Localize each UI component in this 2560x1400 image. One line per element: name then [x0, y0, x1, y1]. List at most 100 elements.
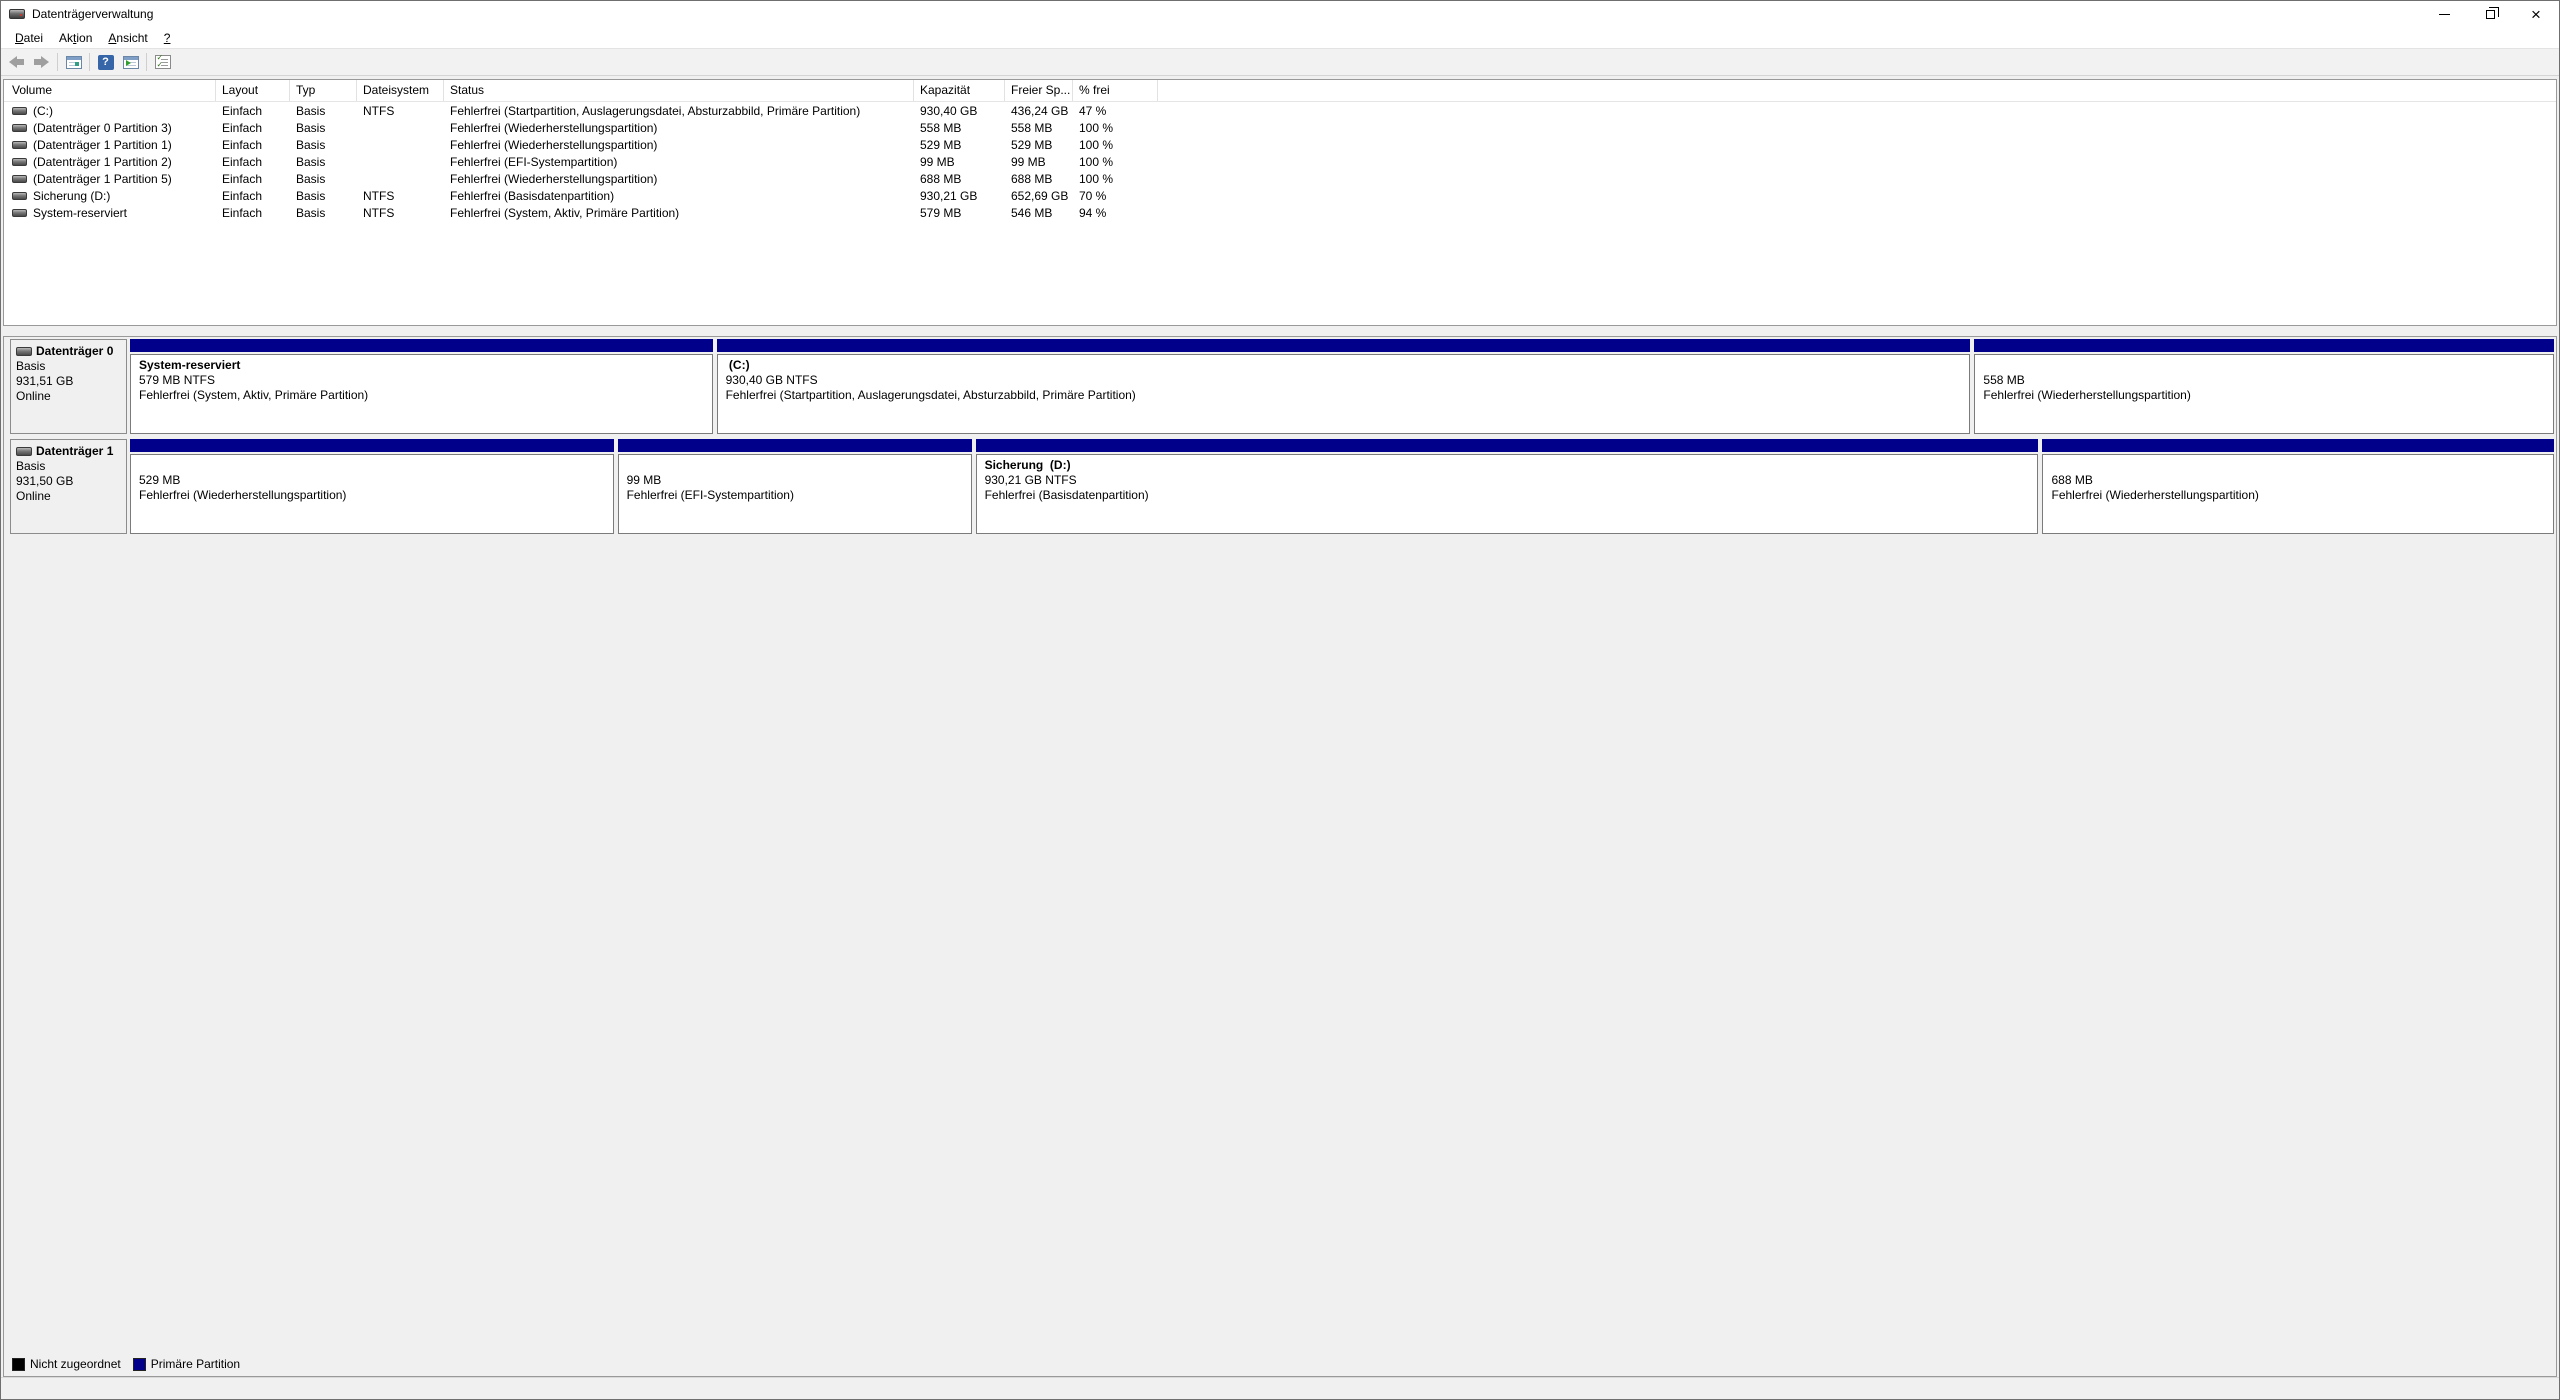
close-button[interactable]: × — [2513, 1, 2559, 27]
column-header-layout[interactable]: Layout — [216, 80, 290, 101]
partition-size: 930,40 GB NTFS — [725, 373, 818, 387]
console-tree-button[interactable] — [61, 51, 86, 74]
cell-typ: Basis — [296, 188, 326, 203]
volume-row[interactable]: System-reserviert Einfach Basis NTFS Fehlerf… — [4, 204, 2556, 221]
partition-body: System-reserviert 579 MB NTFS Fehlerfrei (… — [130, 354, 713, 434]
restore-button[interactable] — [2467, 1, 2513, 27]
partition-title — [627, 458, 967, 473]
minimize-button[interactable] — [2421, 1, 2467, 27]
volume-row[interactable]: (Datenträger 1 Partition 1) Einfach Basis F… — [4, 136, 2556, 153]
action-pane-button[interactable] — [118, 51, 143, 74]
menu-item-help[interactable]: ? — [163, 30, 171, 45]
partition-type-bar — [130, 339, 713, 352]
help-button[interactable]: ? — [93, 51, 118, 74]
console-window-icon — [65, 55, 82, 69]
cell-volume: (Datenträger 1 Partition 2) — [4, 155, 216, 169]
partition[interactable]: System-reserviert 579 MB NTFS Fehlerfrei (… — [130, 339, 713, 434]
menu-item-aktion[interactable]: Aktion — [59, 30, 93, 45]
cell-kapazitaet: 930,21 GB — [920, 188, 978, 203]
cell-frei: 99 MB — [1011, 154, 1046, 169]
view-options-button[interactable] — [150, 51, 175, 74]
toolbar: ? — [1, 48, 2559, 76]
legend-label: Nicht zugeordnet — [30, 1357, 121, 1371]
partition-area: 529 MB Fehlerfrei (Wiederherstellungspart… — [130, 439, 2554, 534]
legend-item-unallocated: Nicht zugeordnet — [12, 1357, 121, 1371]
disk-status: Online — [16, 389, 51, 403]
partition-title — [2051, 458, 2549, 473]
disk-name: Datenträger 1 — [16, 444, 121, 459]
cell-pct: 100 % — [1079, 171, 1114, 186]
partition-title: Sicherung (D:) — [984, 458, 1071, 472]
minimize-icon — [2438, 13, 2450, 15]
column-header-typ[interactable]: Typ — [290, 80, 357, 101]
legend-bar: Nicht zugeordnet Primäre Partition — [4, 1352, 2556, 1376]
cell-kapazitaet: 99 MB — [920, 154, 955, 169]
back-icon — [9, 56, 24, 68]
partition[interactable]: 688 MB Fehlerfrei (Wiederherstellungspart… — [2042, 439, 2554, 534]
column-header-status[interactable]: Status — [444, 80, 914, 101]
cell-fs: NTFS — [363, 103, 395, 118]
cell-status: Fehlerfrei (Basisdatenpartition) — [450, 188, 615, 203]
partition-size: 558 MB — [1983, 373, 2025, 387]
cell-layout: Einfach — [222, 103, 263, 118]
volume-row[interactable]: (Datenträger 0 Partition 3) Einfach Basis F… — [4, 119, 2556, 136]
volume-row[interactable]: (Datenträger 1 Partition 5) Einfach Basis F… — [4, 170, 2556, 187]
disk-status: Online — [16, 489, 51, 503]
cell-layout: Einfach — [222, 154, 263, 169]
cell-pct: 100 % — [1079, 154, 1114, 169]
cell-pct: 100 % — [1079, 120, 1114, 135]
toolbar-separator — [89, 53, 90, 71]
partition-type-bar — [1974, 339, 2554, 352]
disk-icon — [16, 347, 32, 356]
forward-button[interactable] — [29, 51, 54, 74]
column-header-pct[interactable]: % frei — [1073, 80, 1158, 101]
disk-area: Datenträger 0 Basis 931,51 GB Online System-… — [4, 339, 2556, 534]
disk-label[interactable]: Datenträger 1 Basis 931,50 GB Online — [10, 439, 127, 534]
cell-frei: 529 MB — [1011, 137, 1053, 152]
legend-item-primary-partition: Primäre Partition — [132, 1357, 240, 1371]
volume-row[interactable]: Sicherung (D:) Einfach Basis NTFS Fehlerfrei… — [4, 187, 2556, 204]
volume-icon — [12, 191, 27, 200]
partition[interactable]: 99 MB Fehlerfrei (EFI-Systempartition) — [617, 439, 972, 534]
cell-kapazitaet: 529 MB — [920, 137, 962, 152]
cell-frei: 558 MB — [1011, 120, 1053, 135]
graphical-view-panel: Datenträger 0 Basis 931,51 GB Online System-… — [3, 336, 2557, 1377]
list-body: (C:) Einfach Basis NTFS Fehlerfrei (Startpar… — [4, 102, 2556, 221]
help-icon: ? — [97, 54, 114, 70]
partition[interactable]: (C:) 930,40 GB NTFS Fehlerfrei (Startparti… — [716, 339, 1971, 434]
volume-row[interactable]: (Datenträger 1 Partition 2) Einfach Basis F… — [4, 153, 2556, 170]
window-title: Datenträgerverwaltung — [32, 7, 154, 21]
column-header-kapazitaet[interactable]: Kapazität — [914, 80, 1005, 101]
cell-layout: Einfach — [222, 120, 263, 135]
cell-frei: 652,69 GB — [1011, 188, 1069, 203]
partition[interactable]: 529 MB Fehlerfrei (Wiederherstellungspart… — [130, 439, 614, 534]
cell-typ: Basis — [296, 120, 326, 135]
partition[interactable]: Sicherung (D:) 930,21 GB NTFS Fehlerfrei (… — [975, 439, 2039, 534]
action-pane-icon — [122, 55, 139, 69]
back-button[interactable] — [4, 51, 29, 74]
partition-size: 529 MB — [139, 473, 181, 487]
cell-typ: Basis — [296, 205, 326, 220]
cell-status: Fehlerfrei (Wiederherstellungspartition) — [450, 120, 658, 135]
cell-status: Fehlerfrei (EFI-Systempartition) — [450, 154, 618, 169]
volume-icon — [12, 140, 27, 149]
cell-layout: Einfach — [222, 171, 263, 186]
column-header-fs[interactable]: Dateisystem — [357, 80, 444, 101]
partition[interactable]: 558 MB Fehlerfrei (Wiederherstellungspart… — [1974, 339, 2554, 434]
disk-type: Basis — [16, 459, 46, 473]
disk-size: 931,50 GB — [16, 474, 74, 488]
cell-pct: 70 % — [1079, 188, 1107, 203]
panel-splitter[interactable] — [1, 326, 2559, 336]
menu-item-ansicht[interactable]: Ansicht — [108, 30, 148, 45]
toolbar-separator — [146, 53, 147, 71]
volume-row[interactable]: (C:) Einfach Basis NTFS Fehlerfrei (Startpar… — [4, 102, 2556, 119]
cell-volume: System-reserviert — [4, 206, 216, 220]
partition-title: (C:) — [725, 358, 750, 372]
cell-status: Fehlerfrei (System, Aktiv, Primäre Parti… — [450, 205, 680, 220]
partition-type-bar — [130, 439, 614, 452]
disk-label[interactable]: Datenträger 0 Basis 931,51 GB Online — [10, 339, 127, 434]
column-header-volume[interactable]: Volume — [4, 80, 216, 101]
menu-item-datei[interactable]: Datei — [15, 30, 44, 45]
partition-title — [139, 458, 609, 473]
column-header-frei[interactable]: Freier Sp... — [1005, 80, 1073, 101]
